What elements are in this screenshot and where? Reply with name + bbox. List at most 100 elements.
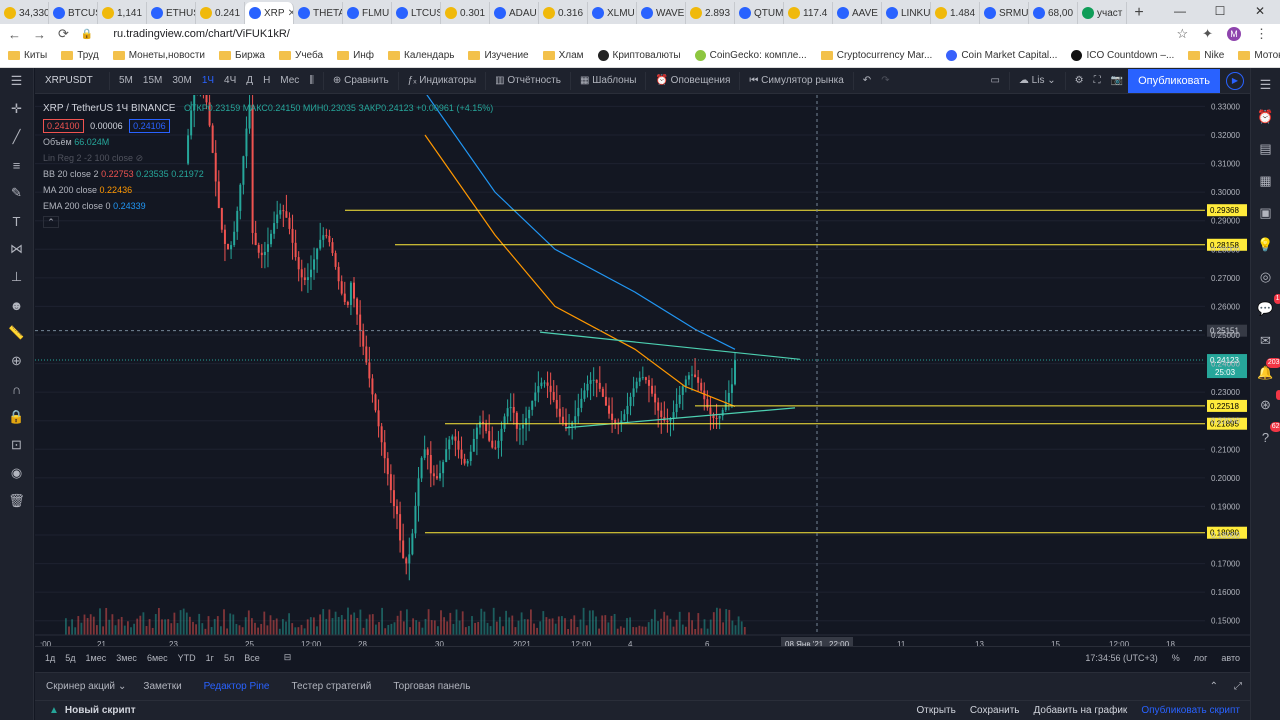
browser-tab[interactable]: участ <box>1078 2 1127 24</box>
screenshot-icon[interactable]: 📷 <box>1110 75 1124 86</box>
compare-button[interactable]: ⊕ Сравнить <box>332 75 389 86</box>
panel-tab-0[interactable]: Скринер акций <box>46 681 116 692</box>
alerts-button[interactable]: ⏰ Оповещения <box>655 75 731 86</box>
auto-toggle[interactable]: авто <box>1221 652 1240 663</box>
layout-name[interactable]: ☁ Lis ⌄ <box>1018 75 1056 86</box>
interval-0[interactable]: 5М <box>119 75 133 86</box>
lock-icon[interactable]: ⊡ <box>11 437 22 452</box>
bookmark[interactable]: Криптовалюты <box>597 50 681 61</box>
panel-tab-1[interactable]: Заметки <box>143 681 182 692</box>
extensions-icon[interactable]: ✦ <box>1202 26 1213 41</box>
browser-tab[interactable]: 2.893 <box>686 2 735 24</box>
range-8[interactable]: Все <box>244 652 260 663</box>
range-0[interactable]: 1д <box>45 652 56 663</box>
bookmark[interactable]: Биржа <box>219 50 265 61</box>
bookmark[interactable]: Монеты,новости <box>112 50 205 61</box>
magnet-icon[interactable]: ∩ <box>11 381 22 397</box>
fullscreen-icon[interactable]: ⛶ <box>1093 75 1101 86</box>
ruler-icon[interactable]: 📏 <box>8 325 25 340</box>
browser-tab[interactable]: 1.484 <box>931 2 980 24</box>
interval-4[interactable]: 4Ч <box>224 75 237 86</box>
streams-icon[interactable]: ◎ <box>1259 269 1272 284</box>
interval-5[interactable]: Д <box>246 75 254 86</box>
legend-title[interactable]: XRP / TetherUS 1Ч BINANCE <box>43 103 176 114</box>
browser-tab[interactable]: 0.241 <box>196 2 245 24</box>
browser-tab[interactable]: WAVE <box>637 2 686 24</box>
browser-tab[interactable]: LINKU <box>882 2 931 24</box>
pattern-icon[interactable]: ⋈ <box>10 241 23 256</box>
replay-button[interactable]: ⏮ Симулятор рынка <box>749 75 844 86</box>
back-icon[interactable]: ← <box>8 26 21 42</box>
trash-icon[interactable]: 🗑 <box>8 493 25 508</box>
interval-3[interactable]: 1Ч <box>201 75 215 86</box>
bookmark[interactable]: Coin Market Capital... <box>946 50 1057 61</box>
range-7[interactable]: 5л <box>223 652 235 663</box>
new-tab-button[interactable]: + <box>1134 4 1144 21</box>
range-4[interactable]: 6мес <box>146 652 168 663</box>
close-window-button[interactable]: ✕ <box>1254 4 1266 18</box>
publish-button[interactable]: Опубликовать <box>1128 68 1220 93</box>
browser-tab[interactable]: SRMU <box>980 2 1029 24</box>
bookmark[interactable]: Учеба <box>278 50 323 61</box>
financials-button[interactable]: ▥ Отчётность <box>495 75 561 86</box>
browser-tab[interactable]: QTUM <box>735 2 784 24</box>
menu-icon[interactable]: ⋮ <box>1255 26 1268 41</box>
bookmark[interactable]: Изучение <box>468 50 529 61</box>
browser-tab[interactable]: AAVE <box>833 2 882 24</box>
maximize-panel-icon[interactable]: ⤢ <box>1234 681 1242 692</box>
date-range-icon[interactable]: ⊟ <box>283 652 292 662</box>
dom-icon[interactable]: ⊛ <box>1256 390 1280 414</box>
help-icon[interactable]: ? 62 <box>1261 422 1280 445</box>
indicators-button[interactable]: ƒₓ Индикаторы <box>407 75 477 86</box>
bookmark[interactable]: Nike <box>1188 50 1224 61</box>
minimize-button[interactable]: — <box>1174 4 1186 18</box>
eye-icon[interactable]: ◉ <box>10 465 23 480</box>
browser-tab[interactable]: 117.4 <box>784 2 833 24</box>
script-name[interactable]: Новый скрипт <box>64 705 136 716</box>
url-field[interactable]: ru.tradingview.com/chart/ViFUK1kR/ <box>113 28 290 40</box>
bookmark[interactable]: ICO Countdown –... <box>1071 50 1174 61</box>
buy-price[interactable]: 0.24106 <box>129 119 170 133</box>
star-icon[interactable]: ☆ <box>1176 26 1189 41</box>
avatar[interactable]: M <box>1227 27 1241 41</box>
collapse-legend-icon[interactable]: ⌃ <box>43 216 59 228</box>
layout-icon[interactable]: ▭ <box>990 75 1000 86</box>
hidden-eye-icon[interactable]: ⊘ <box>135 153 144 163</box>
browser-tab[interactable]: 68,00 <box>1029 2 1078 24</box>
play-icon[interactable]: ▶ <box>1226 71 1244 90</box>
hotlist-icon[interactable]: ▦ <box>1259 173 1272 188</box>
calendar-icon[interactable]: ▣ <box>1259 205 1272 220</box>
browser-tab[interactable]: THETA <box>294 2 343 24</box>
bookmark[interactable]: Инф <box>337 50 374 61</box>
bookmark[interactable]: Хлам <box>542 50 584 61</box>
triangle-line[interactable] <box>539 331 801 360</box>
add-to-chart-button[interactable]: Добавить на график <box>1033 705 1128 716</box>
measure-icon[interactable]: ⊥ <box>10 269 23 284</box>
interval-1[interactable]: 15М <box>142 75 163 86</box>
interval-6[interactable]: Н <box>263 75 271 86</box>
range-2[interactable]: 1мес <box>85 652 107 663</box>
undo-icon[interactable]: ↶ <box>862 75 872 86</box>
interval-7[interactable]: Мес <box>280 75 300 86</box>
browser-tab[interactable]: FLMU <box>343 2 392 24</box>
panel-tab-3[interactable]: Тестер стратегий <box>291 681 372 692</box>
browser-tab[interactable]: LTCUS <box>392 2 441 24</box>
brush-icon[interactable]: ✎ <box>11 185 22 200</box>
bookmark[interactable]: Труд <box>61 50 99 61</box>
panel-tab-2[interactable]: Редактор Pine <box>203 681 270 692</box>
candles-icon[interactable]: ⫼ <box>309 75 314 86</box>
lock-drawings-icon[interactable]: 🔒 <box>8 409 25 424</box>
bookmark[interactable]: Cryptocurrency Mar... <box>820 50 932 61</box>
ideas-icon[interactable]: 💡 <box>1257 237 1274 252</box>
browser-tab[interactable]: 0.316 <box>539 2 588 24</box>
messages-icon[interactable]: ✉ <box>1260 333 1271 348</box>
reload-icon[interactable]: ⟳ <box>58 26 69 41</box>
browser-tab[interactable]: ADAU <box>490 2 539 24</box>
close-tab-icon[interactable]: ✕ <box>288 8 293 19</box>
trendline-icon[interactable]: ╱ <box>12 129 21 144</box>
bookmark[interactable]: Мотокросс <box>1238 50 1280 61</box>
zoom-icon[interactable]: ⊕ <box>11 353 22 368</box>
bookmark[interactable]: Киты <box>8 50 47 61</box>
symbol-search[interactable]: XRPUSDT <box>45 75 93 86</box>
publish-script-button[interactable]: Опубликовать скрипт <box>1141 705 1240 716</box>
